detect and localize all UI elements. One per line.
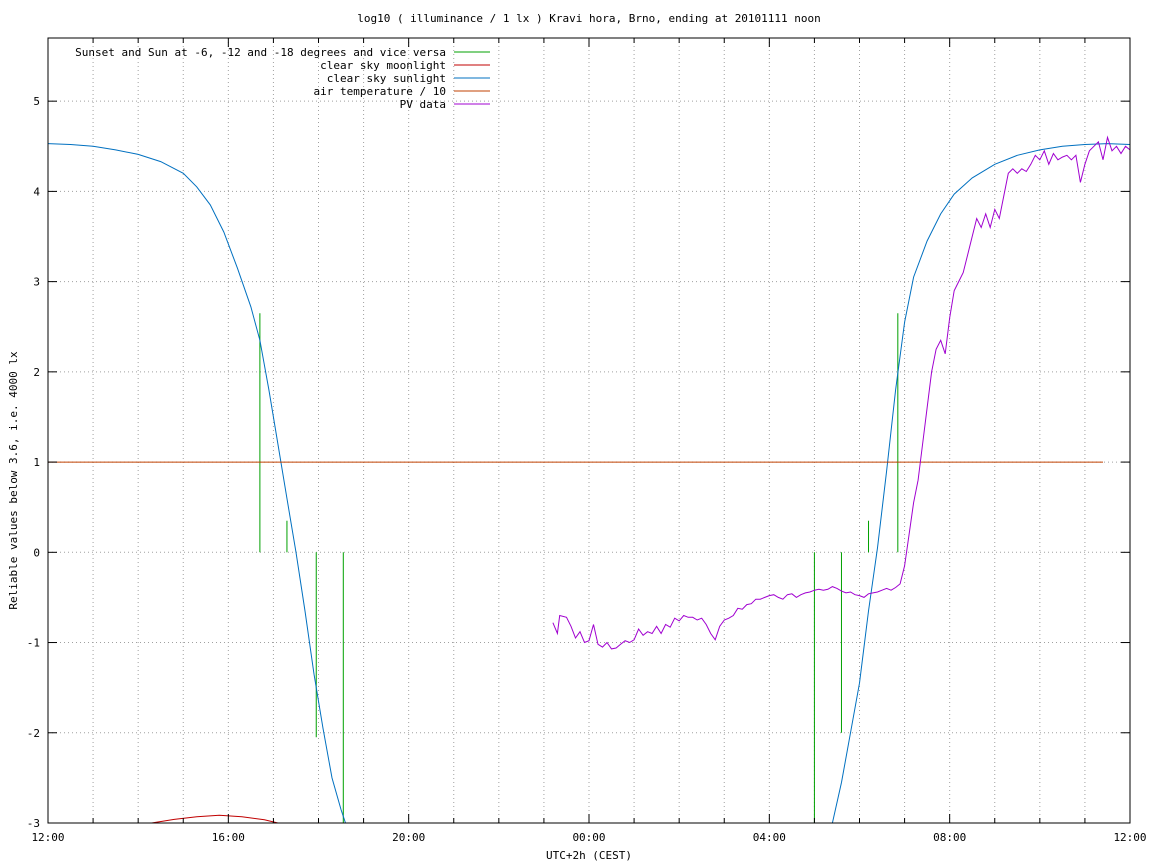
x-tick-label: 00:00: [572, 831, 605, 844]
y-tick-label: -1: [27, 637, 40, 650]
legend-label: air temperature / 10: [314, 85, 446, 98]
legend: Sunset and Sun at -6, -12 and -18 degree…: [75, 46, 490, 111]
legend-label: clear sky sunlight: [327, 72, 446, 85]
legend-label: PV data: [400, 98, 446, 111]
y-tick-label: -2: [27, 727, 40, 740]
series-layer: [47, 135, 1131, 824]
x-tick-label: 12:00: [1113, 831, 1146, 844]
x-tick-label: 20:00: [392, 831, 425, 844]
chart-title: log10 ( illuminance / 1 lx ) Kravi hora,…: [357, 12, 821, 25]
x-tick-label: 08:00: [933, 831, 966, 844]
series-2-line: [47, 143, 1131, 824]
y-tick-label: 3: [33, 276, 40, 289]
tick-layer: 12:00 16:00 20:00 00:00 04:00 08:00 12:00-3-2-…: [27, 38, 1147, 844]
x-tick-label: 04:00: [753, 831, 786, 844]
x-tick-label: 16:00: [212, 831, 245, 844]
plot-frame: [47, 37, 1131, 824]
series-0-impulses: [259, 313, 899, 823]
legend-label: clear sky moonlight: [320, 59, 446, 72]
legend-label: Sunset and Sun at -6, -12 and -18 degree…: [75, 46, 446, 59]
x-axis-label: UTC+2h (CEST): [546, 849, 632, 862]
y-tick-label: 5: [33, 95, 40, 108]
y-tick-label: 2: [33, 366, 40, 379]
y-tick-label: -3: [27, 817, 40, 830]
y-axis-label: Reliable values below 3.6, i.e. 4000 lx: [7, 351, 20, 610]
y-tick-label: 0: [33, 546, 40, 559]
y-tick-label: 4: [33, 185, 40, 198]
grid-layer: [48, 38, 1130, 823]
series-1-line: [151, 814, 279, 824]
x-tick-label: 12:00: [31, 831, 64, 844]
y-tick-label: 1: [33, 456, 40, 469]
series-4-line: [552, 135, 1131, 650]
